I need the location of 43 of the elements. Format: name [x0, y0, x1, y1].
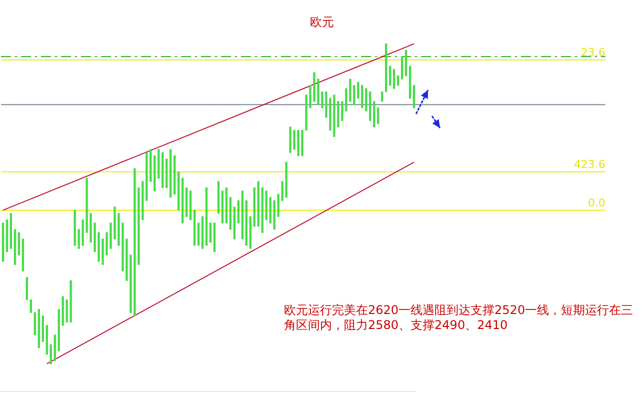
candlestick — [285, 162, 288, 198]
candlestick — [221, 190, 224, 224]
candlestick — [273, 200, 276, 230]
candlestick — [297, 130, 300, 156]
candlestick — [241, 190, 244, 240]
candlestick — [225, 187, 228, 224]
candlestick — [189, 190, 192, 220]
candlestick — [50, 344, 52, 364]
candlestick — [388, 66, 392, 86]
candlestick — [134, 168, 136, 316]
candlestick — [233, 206, 236, 240]
candlestick — [174, 155, 176, 195]
candlestick — [42, 315, 44, 342]
annotation: 423.6 — [574, 158, 606, 172]
candlestick — [357, 82, 360, 99]
candlestick — [213, 222, 216, 252]
chart-title: 欧元 — [309, 14, 335, 31]
candlestick — [253, 187, 256, 227]
annotation: 欧元运行完美在2620一线遇阻到达支撑2520一线，短期运行在三角区间内，阻力2580、支撑2490、2410 — [284, 303, 634, 333]
candlestick — [154, 155, 156, 192]
candlestick — [166, 158, 168, 188]
candlestick — [265, 190, 268, 220]
candlestick — [22, 238, 24, 272]
candlestick — [18, 232, 20, 256]
annotation: 23.6 — [580, 46, 606, 60]
candlestick — [408, 66, 412, 99]
candlestick — [404, 50, 408, 76]
candlestick — [2, 222, 4, 262]
annotation: 0.0 — [588, 196, 606, 210]
candlestick — [181, 178, 184, 224]
candlestick — [34, 312, 36, 336]
candlestick — [197, 222, 200, 246]
candlestick — [245, 200, 248, 246]
candlestick — [162, 152, 164, 188]
candlestick — [205, 187, 208, 246]
candlestick — [209, 222, 212, 243]
candlestick — [177, 171, 180, 211]
candlestick — [6, 219, 8, 252]
candlestick — [237, 200, 240, 224]
candlestick — [62, 296, 64, 326]
candlestick — [193, 210, 196, 246]
candlestick — [349, 78, 352, 102]
candlestick — [74, 210, 76, 246]
